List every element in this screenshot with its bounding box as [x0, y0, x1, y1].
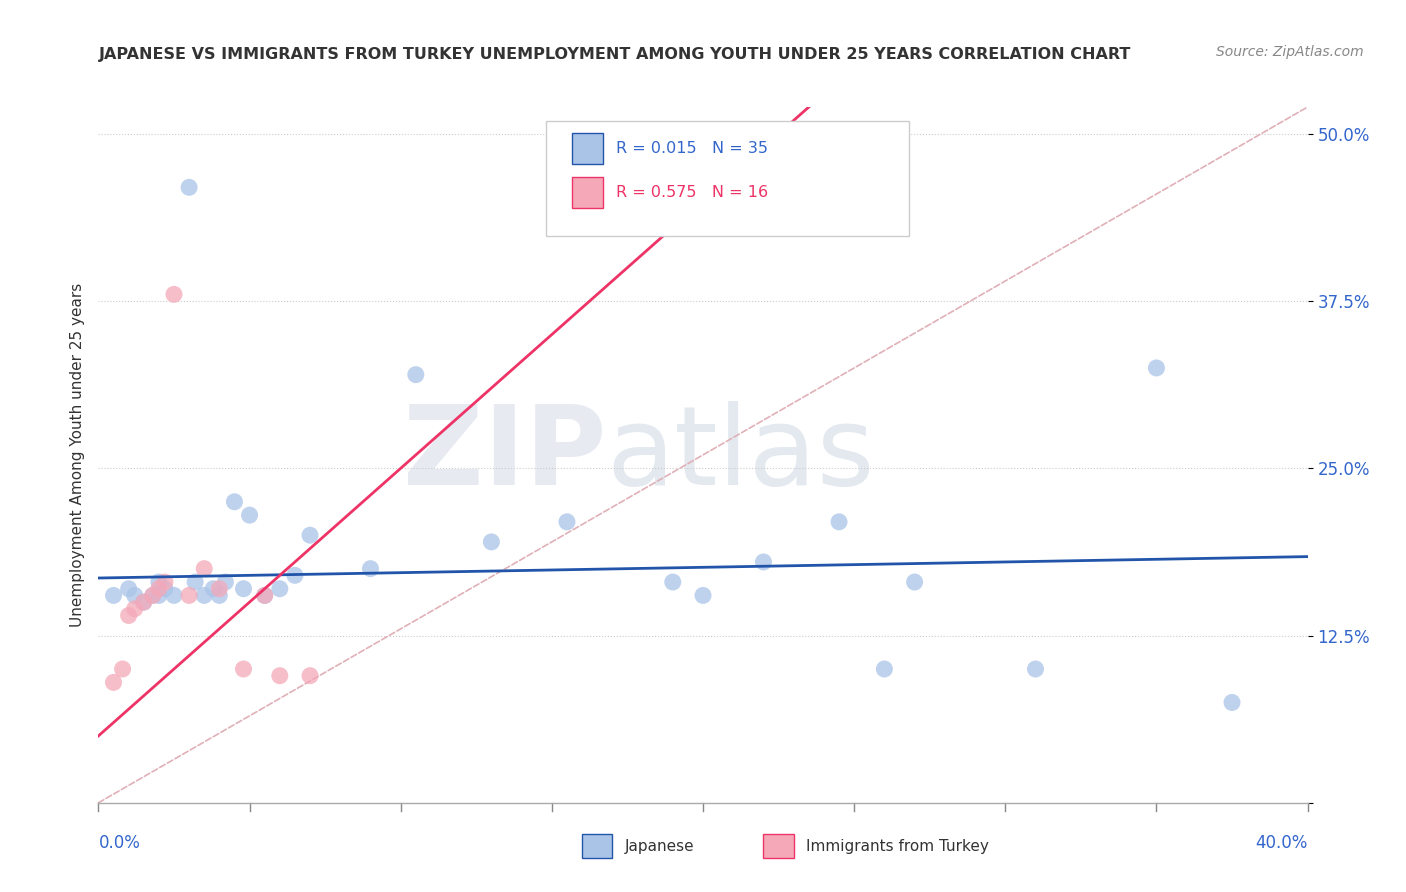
Text: 40.0%: 40.0%: [1256, 834, 1308, 852]
Japanese: [269, 582, 291, 596]
Japanese: [1024, 662, 1046, 676]
Japanese: [405, 368, 427, 382]
Immigrants from Turkey: [118, 608, 141, 623]
Japanese: [1144, 361, 1167, 376]
Japanese: [142, 589, 165, 603]
Japanese: [224, 494, 246, 508]
Immigrants from Turkey: [163, 287, 186, 301]
Immigrants from Turkey: [299, 669, 322, 683]
Japanese: [232, 582, 254, 596]
Japanese: [118, 582, 141, 596]
Immigrants from Turkey: [208, 582, 231, 596]
Japanese: [360, 562, 382, 576]
Text: Immigrants from Turkey: Immigrants from Turkey: [806, 839, 988, 855]
FancyBboxPatch shape: [572, 177, 603, 208]
Immigrants from Turkey: [153, 575, 176, 590]
Japanese: [124, 589, 146, 603]
FancyBboxPatch shape: [763, 834, 794, 858]
Japanese: [239, 508, 262, 523]
Japanese: [555, 515, 578, 529]
Immigrants from Turkey: [142, 589, 165, 603]
Japanese: [692, 589, 714, 603]
Text: 0.0%: 0.0%: [98, 834, 141, 852]
Text: Japanese: Japanese: [624, 839, 695, 855]
Japanese: [148, 589, 170, 603]
FancyBboxPatch shape: [582, 834, 613, 858]
Japanese: [752, 555, 775, 569]
Text: Source: ZipAtlas.com: Source: ZipAtlas.com: [1216, 45, 1364, 59]
Japanese: [661, 575, 683, 590]
Japanese: [481, 534, 503, 549]
Japanese: [253, 589, 276, 603]
Japanese: [873, 662, 896, 676]
Japanese: [193, 589, 215, 603]
Japanese: [153, 582, 176, 596]
Japanese: [284, 568, 307, 582]
Immigrants from Turkey: [193, 562, 215, 576]
Japanese: [179, 180, 201, 194]
Japanese: [184, 575, 207, 590]
Immigrants from Turkey: [232, 662, 254, 676]
Japanese: [202, 582, 225, 596]
Text: R = 0.015   N = 35: R = 0.015 N = 35: [616, 141, 768, 156]
Text: ZIP: ZIP: [404, 401, 606, 508]
Immigrants from Turkey: [111, 662, 134, 676]
Immigrants from Turkey: [124, 602, 146, 616]
FancyBboxPatch shape: [546, 121, 908, 235]
Japanese: [828, 515, 851, 529]
Japanese: [214, 575, 236, 590]
Y-axis label: Unemployment Among Youth under 25 years: Unemployment Among Youth under 25 years: [69, 283, 84, 627]
Immigrants from Turkey: [253, 589, 276, 603]
Immigrants from Turkey: [132, 595, 155, 609]
Japanese: [148, 575, 170, 590]
Japanese: [103, 589, 125, 603]
Japanese: [1220, 696, 1243, 710]
Japanese: [904, 575, 927, 590]
Immigrants from Turkey: [103, 675, 125, 690]
Text: atlas: atlas: [606, 401, 875, 508]
FancyBboxPatch shape: [572, 133, 603, 164]
Immigrants from Turkey: [179, 589, 201, 603]
Immigrants from Turkey: [269, 669, 291, 683]
Japanese: [208, 589, 231, 603]
Immigrants from Turkey: [148, 582, 170, 596]
Japanese: [163, 589, 186, 603]
Japanese: [132, 595, 155, 609]
Japanese: [299, 528, 322, 542]
Text: R = 0.575   N = 16: R = 0.575 N = 16: [616, 185, 768, 200]
Text: JAPANESE VS IMMIGRANTS FROM TURKEY UNEMPLOYMENT AMONG YOUTH UNDER 25 YEARS CORRE: JAPANESE VS IMMIGRANTS FROM TURKEY UNEMP…: [98, 47, 1130, 62]
